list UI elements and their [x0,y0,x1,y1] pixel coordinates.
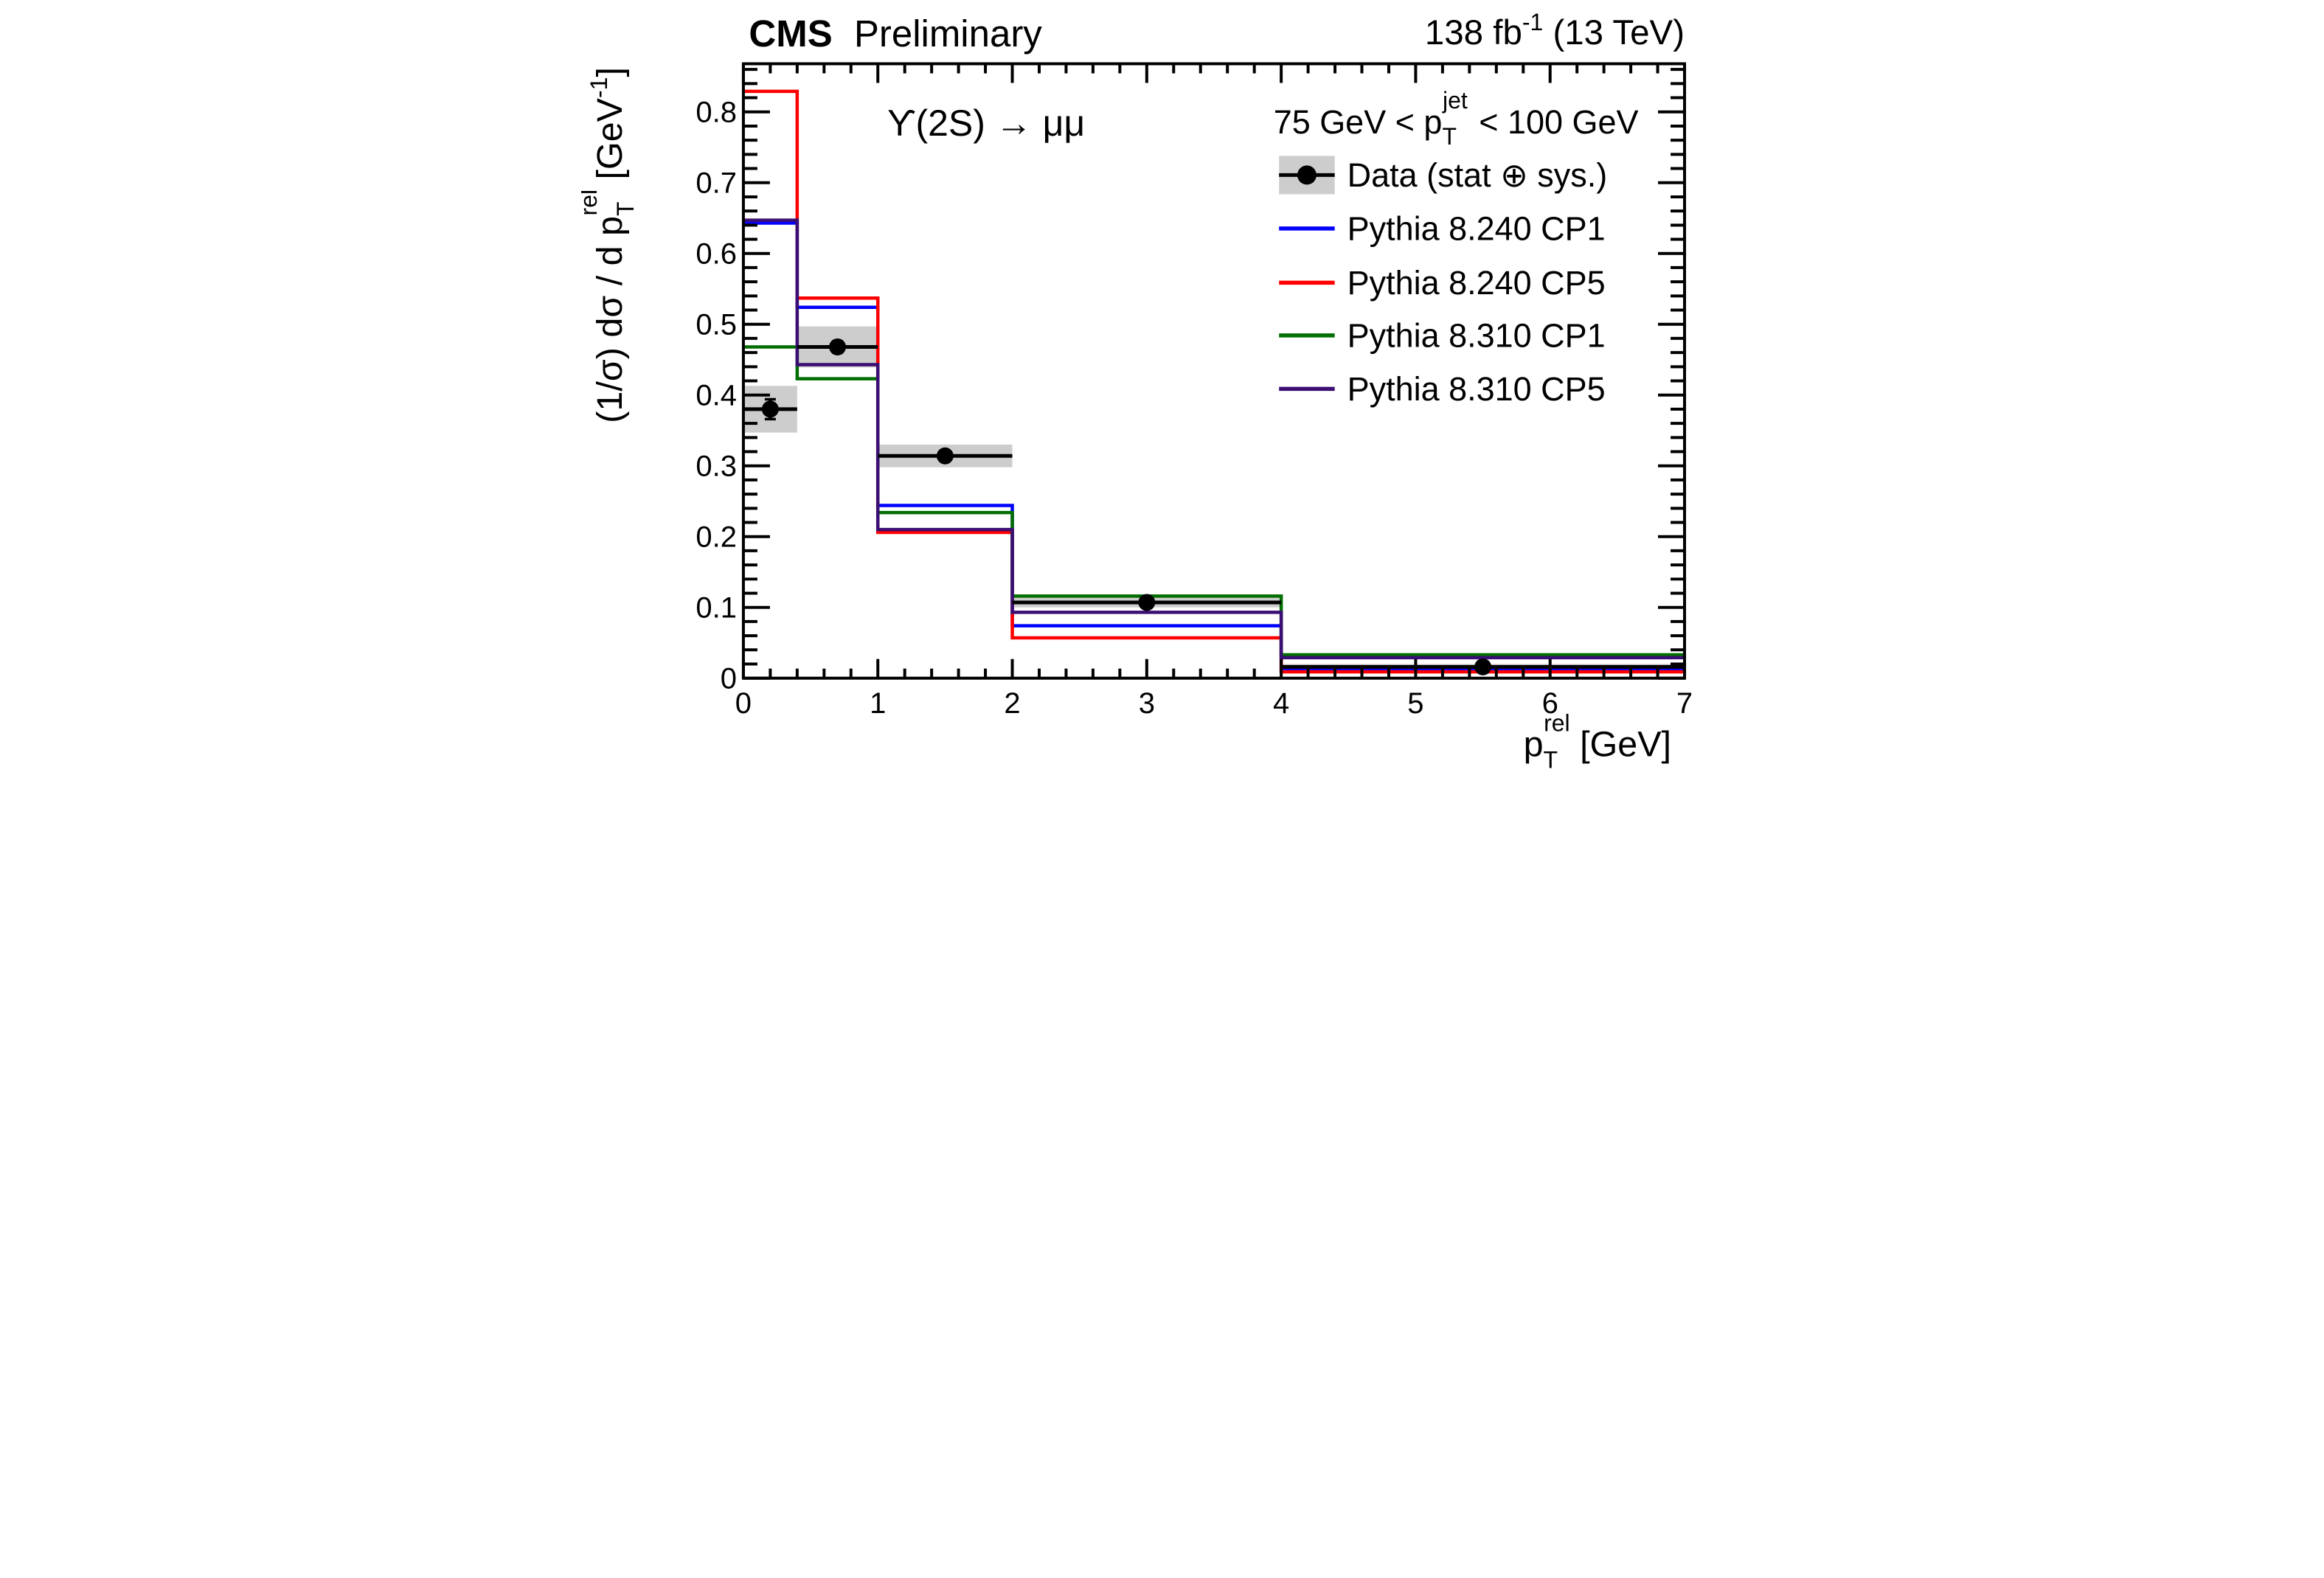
data-marker [829,338,847,355]
x-tick-label: 4 [1273,687,1289,720]
x-tick-label: 7 [1676,687,1693,720]
legend-swatches [1279,156,1335,392]
x-tick-label: 0 [735,687,752,720]
cms-figure: 0 1 2 3 4 5 6 7 0 0.1 0.2 0.3 0.4 0.5 0.6 0.7 0.8 CMS Pr… [581,0,1743,789]
legend-item-pythia8240cp5-label: Pythia 8.240 CP5 [1347,264,1606,302]
y-tick-label: 0 [721,663,737,695]
lumi-energy-label: 138 fb-1 (13 TeV) [1425,9,1685,52]
y-title-mid: [GeV [590,97,630,190]
legend-header-sup: jet [1442,87,1468,114]
data-marker [1138,594,1156,611]
plot-frame [741,62,1687,680]
y-tick-label: 0.4 [696,380,737,412]
lumi-exponent: -1 [1522,9,1543,35]
y-tick-label: 0.3 [696,451,737,483]
experiment-label: CMS [749,13,832,55]
legend-item-pythia8240cp1-label: Pythia 8.240 CP1 [1347,209,1606,247]
decay-channel-label: ϒ(2S) → μμ [887,102,1085,144]
status-label: Preliminary [854,13,1042,55]
y-title-pre: (1/σ) dσ / d p [590,216,630,423]
y-title-sup: rel [581,190,602,216]
figure-canvas: 0 1 2 3 4 5 6 7 0 0.1 0.2 0.3 0.4 0.5 0.6 0.7 0.8 CMS Pr… [581,9,1693,774]
legend-item-pythia8310cp5-label: Pythia 8.310 CP5 [1347,370,1606,408]
x-tick-label: 5 [1407,687,1423,720]
data-marker [761,400,779,418]
x-title-pre: p [1524,725,1544,765]
legend-header-sub: T [1442,123,1457,150]
x-title-post: [GeV] [1570,725,1671,765]
x-axis-title: pTrel [GeV] [1524,710,1671,774]
legend-item-pythia8310cp1-label: Pythia 8.310 CP1 [1347,316,1606,354]
x-tick-label: 2 [1004,687,1020,720]
y-tick-label: 0.6 [696,238,737,271]
legend: 75 GeV < pTjet < 100 GeV Data (stat ⊕ sy… [1274,87,1639,408]
legend-header-jet-pt-range: 75 GeV < pTjet < 100 GeV [1274,87,1639,150]
x-tick-label: 6 [1542,687,1558,720]
x-tick-label: 3 [1139,687,1155,720]
legend-item-data-label: Data (stat ⊕ sys.) [1347,156,1608,194]
data-marker [936,447,954,465]
y-title-sup2: -1 [586,77,612,98]
plot-area: 0 1 2 3 4 5 6 7 0 0.1 0.2 0.3 0.4 0.5 0.6 0.7 0.8 [696,62,1693,720]
lumi-value: 138 fb [1425,13,1522,52]
y-tick-label: 0.8 [696,97,737,129]
y-tick-label: 0.5 [696,309,737,341]
y-tick-label: 0.7 [696,167,737,200]
data-marker [1474,658,1492,675]
y-tick-label: 0.1 [696,592,737,625]
x-title-sub: T [1544,747,1558,774]
legend-header-pre: 75 GeV < p [1274,103,1443,141]
energy-value: (13 TeV) [1543,13,1685,52]
x-tick-label: 1 [870,687,886,720]
y-title-post: ] [590,67,630,77]
y-axis-title: (1/σ) dσ / d pTrel [GeV-1] [581,67,639,423]
mc-step-line-3 [743,218,1685,660]
x-title-sup: rel [1544,710,1570,737]
legend-data-marker-swatch [1297,165,1317,185]
y-title-sub: T [612,201,639,216]
legend-header-post: < 100 GeV [1470,103,1639,141]
y-tick-label: 0.2 [696,521,737,554]
